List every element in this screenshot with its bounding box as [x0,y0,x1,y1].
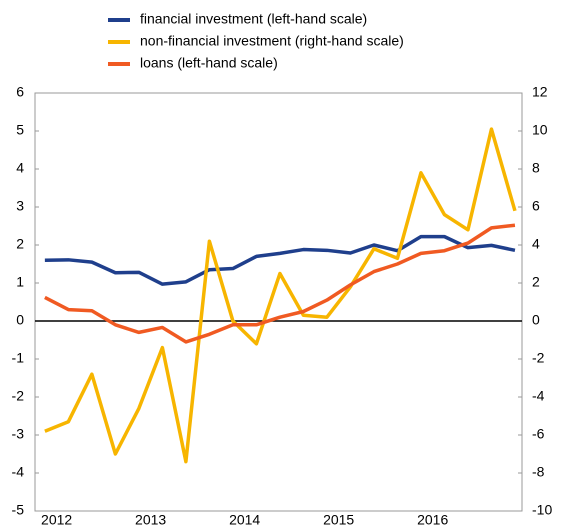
legend-label: financial investment (left-hand scale) [140,11,367,27]
y2-tick-label: 4 [532,236,540,252]
y-tick-label: 4 [16,160,24,176]
x-tick-label: 2016 [417,512,448,528]
y2-tick-label: -10 [532,502,552,518]
y2-tick-label: 12 [532,84,548,100]
plot-frame [34,92,523,512]
y2-tick-label: 8 [532,160,540,176]
y-tick-label: 5 [16,122,24,138]
y2-tick-label: 10 [532,122,548,138]
series-line [44,223,516,344]
x-tick-label: 2015 [323,512,354,528]
y2-tick-label: -4 [532,388,545,404]
y-tick-label: 3 [16,198,24,214]
y-tick-label: -4 [12,464,25,480]
legend-label: loans (left-hand scale) [140,55,278,71]
y-tick-label: -5 [12,502,25,518]
x-tick-label: 2014 [229,512,260,528]
y2-tick-label: 2 [532,274,540,290]
series-line [44,234,516,286]
y-tick-label: -2 [12,388,25,404]
y2-tick-label: 0 [532,312,540,328]
series-line [44,127,517,464]
y2-tick-label: -8 [532,464,545,480]
y-tick-label: 2 [16,236,24,252]
y-tick-label: -3 [12,426,25,442]
y-tick-label: -1 [12,350,25,366]
y-tick-label: 0 [16,312,24,328]
x-tick-label: 2013 [135,512,166,528]
y-tick-label: 1 [16,274,24,290]
y2-tick-label: -2 [532,350,545,366]
y2-tick-label: -6 [532,426,545,442]
y-tick-label: 6 [16,84,24,100]
y2-tick-label: 6 [532,198,540,214]
x-tick-label: 2012 [41,512,72,528]
legend-label: non-financial investment (right-hand sca… [140,33,404,49]
